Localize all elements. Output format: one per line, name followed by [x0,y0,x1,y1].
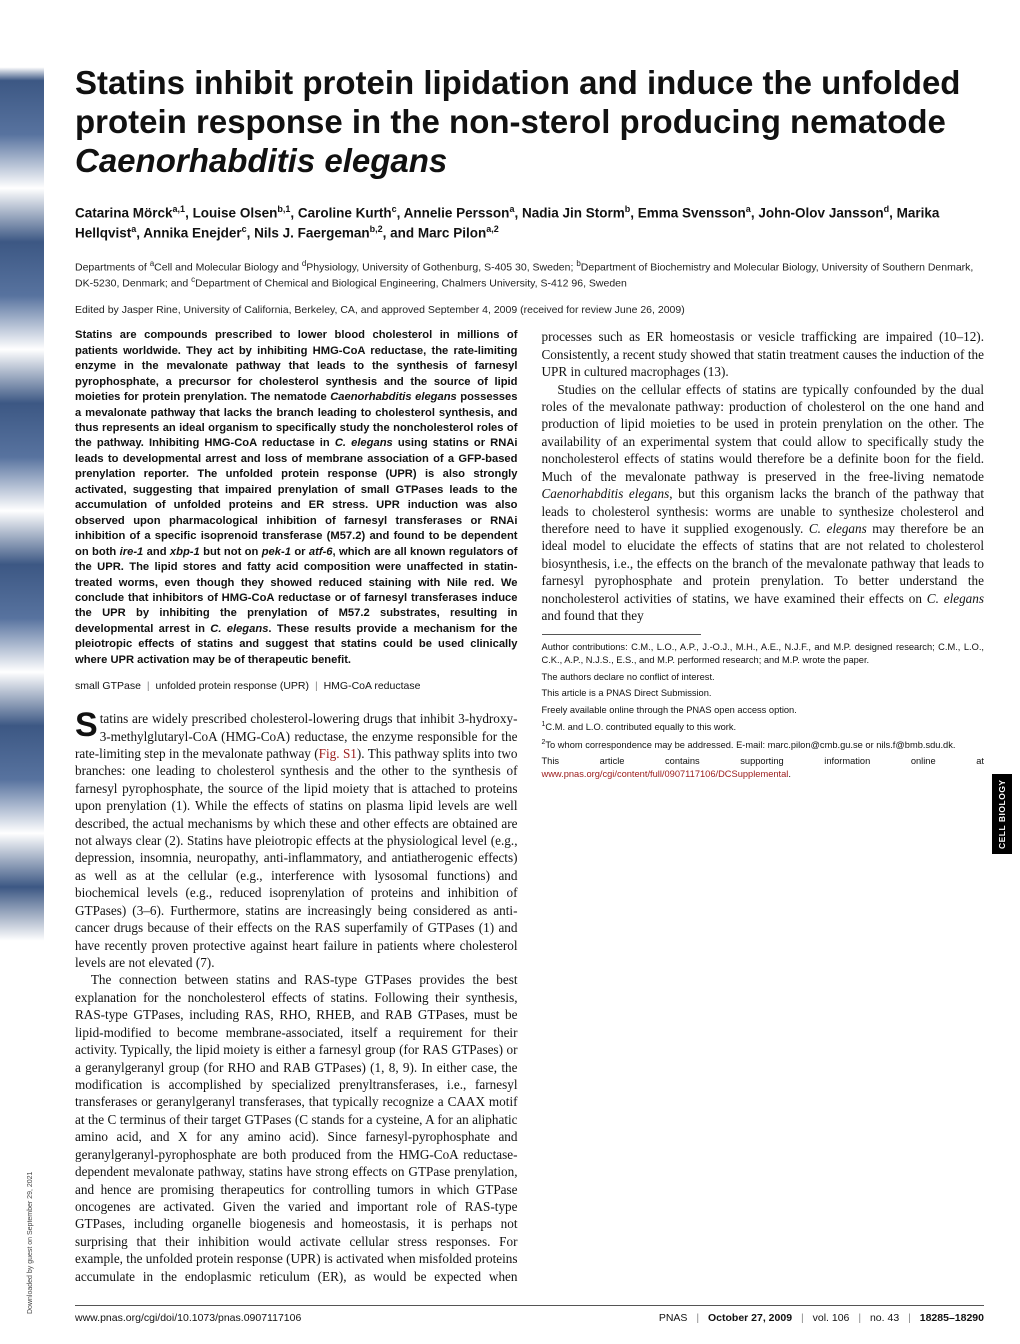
footnotes-separator [542,634,701,635]
footer-vol: vol. 106 [813,1312,850,1324]
body-p3: Studies on the cellular effects of stati… [542,381,985,625]
footer-journal: PNAS [659,1312,688,1324]
footnote-direct-submission: This article is a PNAS Direct Submission… [542,687,985,700]
footer-pages: 18285–18290 [920,1312,984,1324]
footer-doi: www.pnas.org/cgi/doi/10.1073/pnas.090711… [75,1312,301,1324]
article-title: Statins inhibit protein lipidation and i… [75,64,984,181]
footnotes: Author contributions: C.M., L.O., A.P., … [542,641,985,780]
two-column-body: Statins are compounds prescribed to lowe… [75,328,984,1296]
footnote-supporting-info: This article contains supporting informa… [542,755,985,780]
footnote-open-access: Freely available online through the PNAS… [542,704,985,717]
section-tab: CELL BIOLOGY [992,774,1012,854]
footer-citation: PNAS | October 27, 2009 | vol. 106 | no.… [659,1312,984,1324]
footnote-author-contributions: Author contributions: C.M., L.O., A.P., … [542,641,985,666]
sep: | [801,1312,804,1324]
affiliations: Departments of aCell and Molecular Biolo… [75,259,984,290]
footnote-correspondence: 2To whom correspondence may be addressed… [542,738,985,752]
sep: | [908,1312,911,1324]
downloaded-note: Downloaded by guest on September 29, 202… [27,1134,34,1314]
page-footer: www.pnas.org/cgi/doi/10.1073/pnas.090711… [75,1305,984,1324]
footnote-conflict: The authors declare no conflict of inter… [542,671,985,684]
dropcap: S [75,710,100,740]
sep: | [696,1312,699,1324]
footnote-equal-contribution: 1C.M. and L.O. contributed equally to th… [542,720,985,734]
body-p1: Statins are widely prescribed cholestero… [75,710,518,971]
title-species: Caenorhabditis elegans [75,142,447,179]
authors: Catarina Mörcka,1, Louise Olsenb,1, Caro… [75,203,984,243]
keywords: small GTPase | unfolded protein response… [75,680,518,694]
abstract: Statins are compounds prescribed to lowe… [75,328,518,668]
sep: | [858,1312,861,1324]
page-content: Statins inhibit protein lipidation and i… [75,64,984,1296]
pnas-sidebar-logo [0,0,44,1344]
footer-date: October 27, 2009 [708,1312,792,1324]
edited-line: Edited by Jasper Rine, University of Cal… [75,304,984,316]
title-text: Statins inhibit protein lipidation and i… [75,64,960,140]
footer-no: no. 43 [870,1312,899,1324]
